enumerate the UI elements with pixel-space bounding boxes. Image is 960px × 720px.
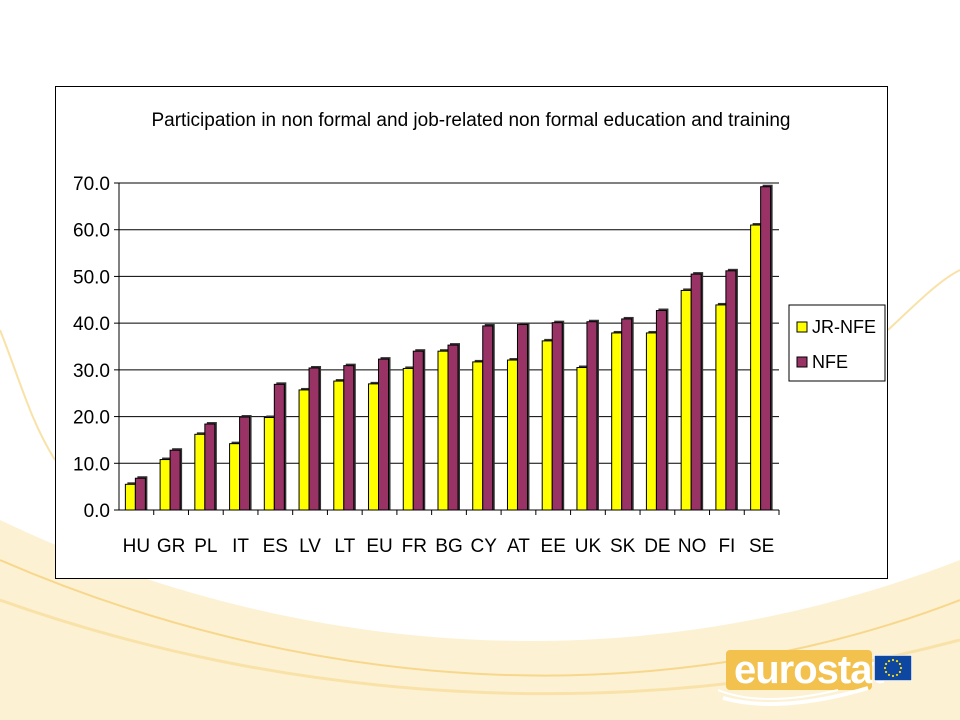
bar-jr-nfe-sk	[611, 332, 623, 511]
eu-star	[891, 658, 895, 662]
eu-star	[887, 673, 891, 677]
bar-jr-nfe-pl	[194, 433, 206, 511]
x-tick-label: EE	[541, 536, 566, 557]
background-swoosh-band-2	[0, 559, 960, 677]
bar-nfe-sk	[621, 318, 633, 511]
x-tick-label: LT	[334, 536, 355, 557]
legend-label-nfe: NFE	[812, 352, 848, 372]
eu-flag-icon	[874, 655, 912, 681]
bar-nfe-es	[273, 383, 285, 511]
logo-swoosh-icon	[717, 686, 869, 706]
background-swoosh-band-1	[0, 520, 960, 720]
legend-swatch-nfe	[796, 356, 808, 368]
legend-swatch-jr-nfe	[796, 321, 808, 333]
x-tick-label: PL	[194, 536, 217, 557]
y-tick-label: 70.0	[73, 174, 110, 195]
legend: JR-NFE NFE	[788, 304, 886, 382]
bar-nfe-eu	[378, 358, 390, 511]
eu-star	[898, 662, 902, 666]
bar-jr-nfe-hu	[124, 483, 136, 511]
x-tick-label: LV	[299, 536, 321, 557]
eu-star	[884, 670, 888, 674]
logo-wordmark: eurostat	[734, 648, 885, 692]
bar-jr-nfe-se	[750, 224, 762, 511]
bar-nfe-gr	[169, 449, 181, 511]
bar-jr-nfe-at	[506, 359, 518, 511]
eurostat-logo: eurostat	[717, 640, 918, 710]
bar-jr-nfe-eu	[368, 383, 380, 511]
bar-jr-nfe-fr	[402, 367, 414, 511]
bar-jr-nfe-es	[263, 417, 275, 511]
eu-star	[895, 659, 899, 663]
y-tick-label: 60.0	[73, 221, 110, 242]
y-tick-label: 0.0	[84, 501, 110, 522]
eu-star	[883, 666, 887, 670]
x-tick-label: DE	[644, 536, 670, 557]
bar-jr-nfe-lv	[298, 389, 310, 511]
bar-nfe-cy	[482, 325, 494, 511]
bar-jr-nfe-ee	[541, 340, 553, 511]
chart-title: Participation in non formal and job-rela…	[151, 110, 790, 131]
y-tick-label: 20.0	[73, 408, 110, 429]
x-tick-label: SK	[610, 536, 636, 557]
legend-box	[788, 304, 886, 382]
eu-star	[887, 659, 891, 663]
x-tick-label: EU	[366, 536, 392, 557]
eu-star	[895, 673, 899, 677]
bar-jr-nfe-no	[680, 289, 692, 511]
x-tick-label: HU	[123, 536, 150, 557]
x-tick-label: CY	[471, 536, 498, 557]
bar-jr-nfe-fi	[715, 304, 727, 511]
bar-nfe-at	[516, 324, 528, 511]
x-tick-label: AT	[507, 536, 530, 557]
eu-star	[884, 662, 888, 666]
x-tick-label: BG	[435, 536, 462, 557]
bar-nfe-hu	[134, 477, 146, 511]
y-tick-label: 10.0	[73, 454, 110, 475]
background-swoosh-band-4	[0, 329, 56, 461]
y-tick-label: 30.0	[73, 361, 110, 382]
bar-jr-nfe-gr	[159, 459, 171, 511]
bar-nfe-fi	[725, 270, 737, 511]
bar-nfe-lv	[308, 367, 320, 511]
y-tick-label: 50.0	[73, 267, 110, 288]
y-axis: 0.0 10.0 20.0 30.0 40.0 50.0 60.0 70.0	[73, 174, 120, 522]
x-tick-label: FI	[718, 536, 735, 557]
chart-frame	[55, 86, 888, 579]
background-swoosh-band-5	[887, 269, 960, 331]
bar-jr-nfe-it	[229, 443, 241, 511]
legend-label-jr-nfe: JR-NFE	[812, 317, 876, 337]
eu-star	[891, 674, 895, 678]
x-axis: HU GR PL IT ES LV LT EU FR BG CY AT EE UK SK DE NO FI SE	[119, 509, 780, 557]
bar-nfe-uk	[586, 321, 598, 511]
bar-nfe-lt	[343, 365, 355, 511]
x-tick-label: NO	[678, 536, 707, 557]
bar-nfe-no	[690, 273, 702, 511]
bar-nfe-bg	[447, 344, 459, 511]
x-tick-label: SE	[749, 536, 774, 557]
bar-jr-nfe-uk	[576, 367, 588, 511]
eu-star	[899, 666, 903, 670]
x-tick-label: UK	[575, 536, 602, 557]
y-tick-label: 40.0	[73, 314, 110, 335]
bar-jr-nfe-cy	[472, 361, 484, 511]
bar-nfe-it	[239, 416, 251, 511]
eu-star	[898, 670, 902, 674]
x-tick-label: ES	[263, 536, 288, 557]
x-tick-label: GR	[157, 536, 186, 557]
bar-jr-nfe-bg	[437, 350, 449, 511]
bars	[124, 184, 773, 511]
bar-jr-nfe-de	[645, 332, 657, 511]
bar-jr-nfe-lt	[333, 380, 345, 511]
bar-nfe-fr	[412, 350, 424, 511]
bar-nfe-de	[655, 310, 667, 511]
x-tick-label: FR	[402, 536, 427, 557]
x-tick-label: IT	[232, 536, 249, 557]
bar-nfe-ee	[551, 322, 563, 511]
bar-nfe-pl	[204, 423, 216, 511]
bar-nfe-se	[760, 186, 772, 511]
